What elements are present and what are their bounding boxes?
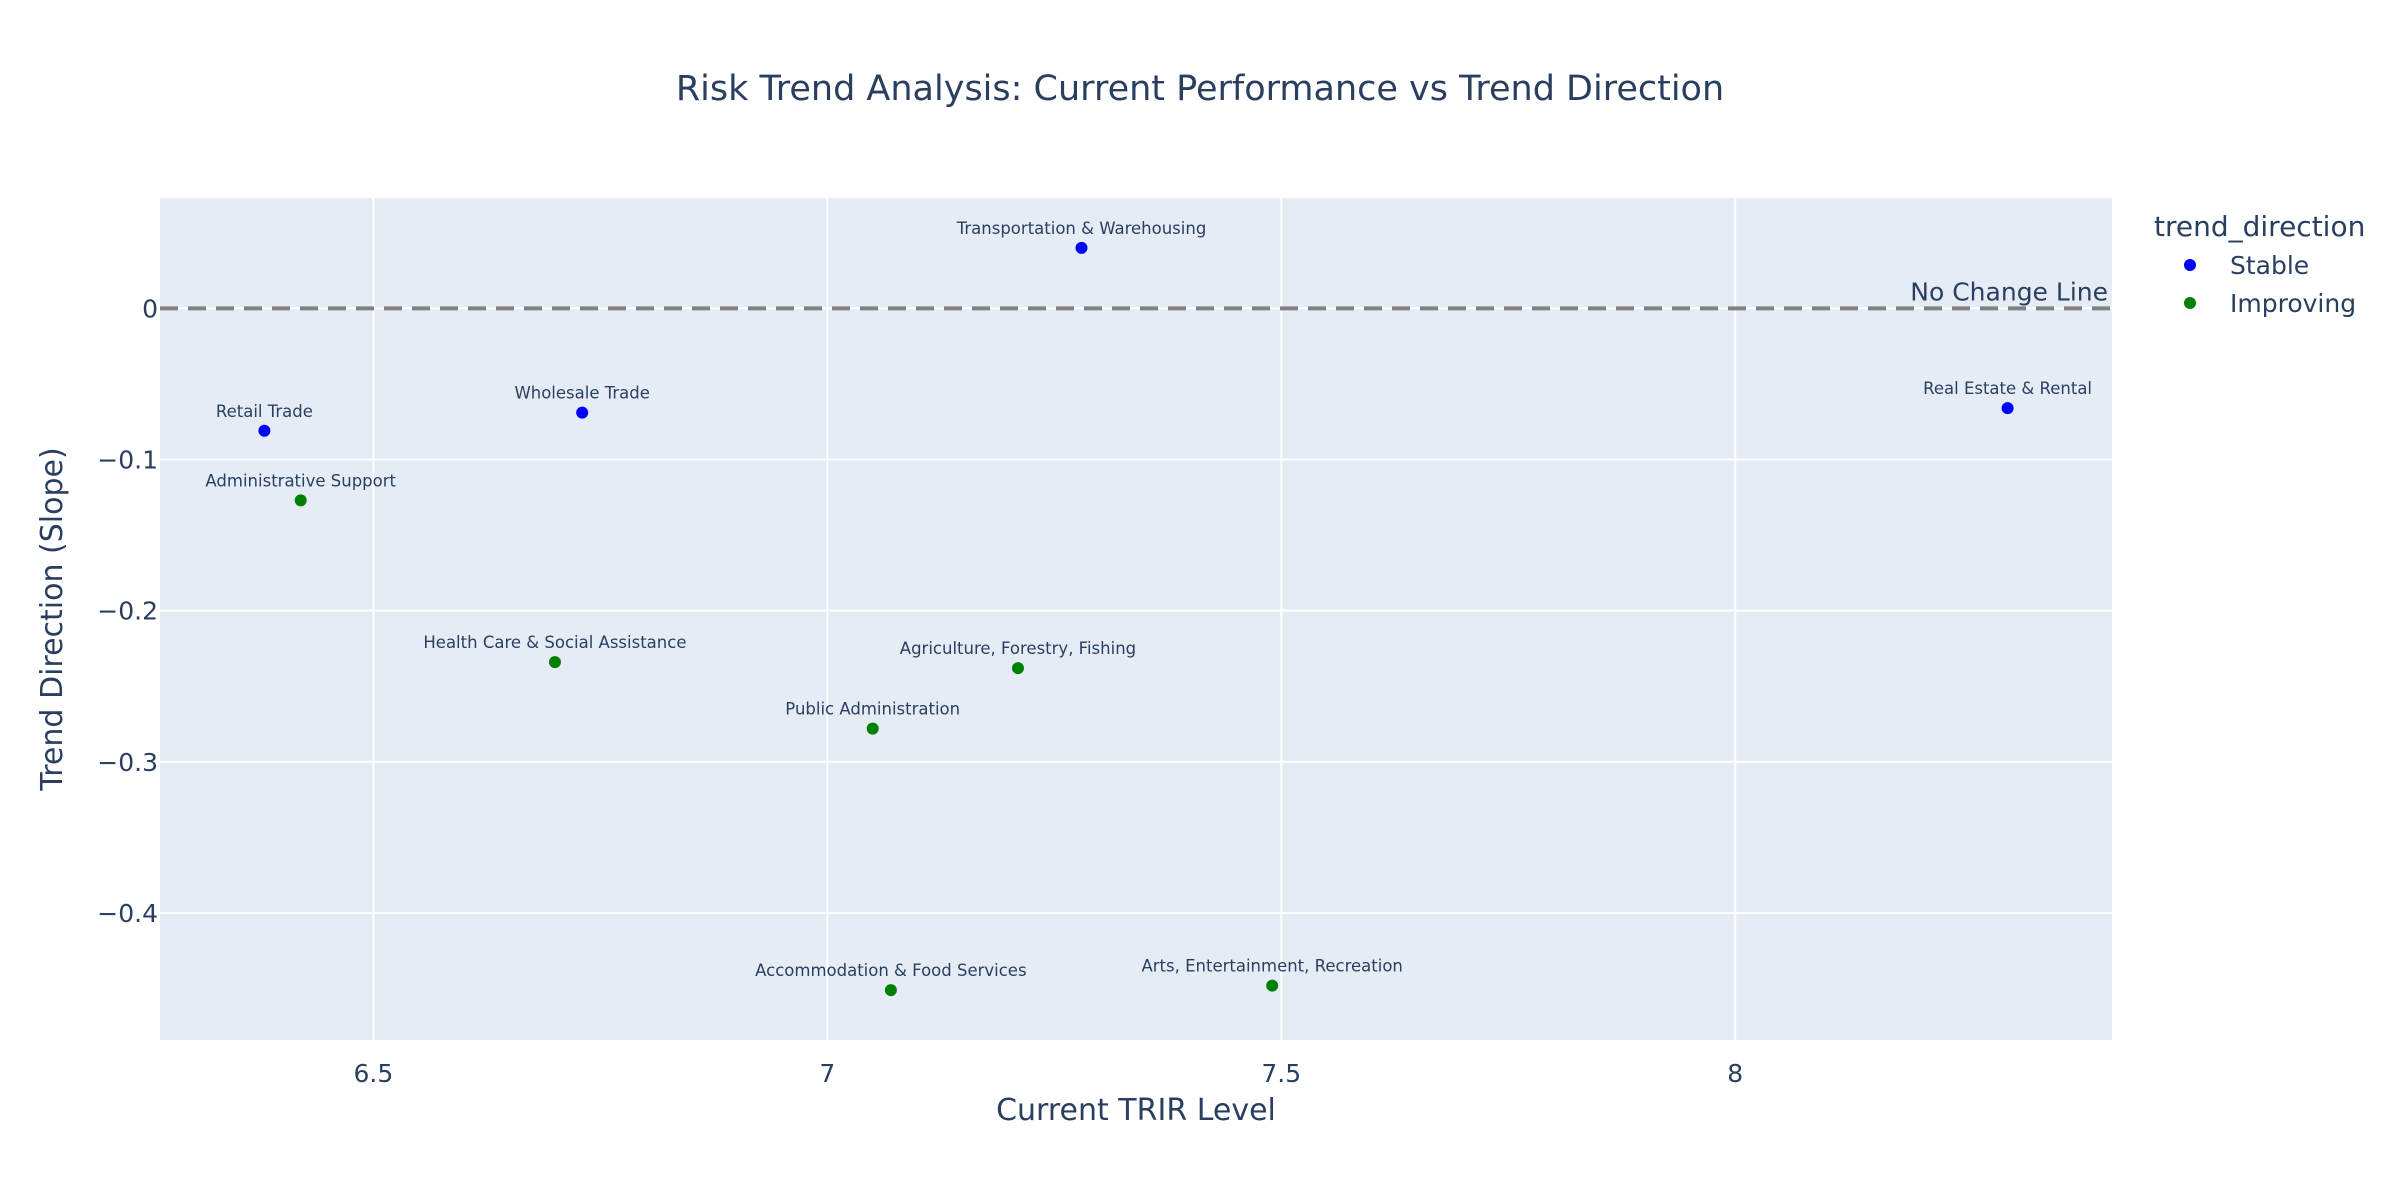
data-point[interactable] [1011, 662, 1024, 675]
point-label: Public Administration [785, 700, 960, 719]
x-tick-label: 7 [819, 1059, 835, 1088]
point-label: Wholesale Trade [514, 384, 649, 403]
data-point[interactable] [884, 984, 897, 997]
point-label: Real Estate & Rental [1923, 379, 2092, 398]
point-label: Health Care & Social Assistance [423, 633, 686, 652]
y-axis-title: Trend Direction (Slope) [35, 447, 70, 791]
point-label: Transportation & Warehousing [956, 219, 1207, 238]
chart-title: Risk Trend Analysis: Current Performance… [676, 69, 1724, 109]
data-point[interactable] [294, 494, 307, 507]
legend-label[interactable]: Improving [2230, 289, 2356, 318]
y-tick-label: −0.1 [97, 446, 158, 475]
data-point[interactable] [866, 722, 879, 735]
reference-line-label: No Change Line [1910, 277, 2108, 306]
legend[interactable]: trend_direction Stable Improving [2154, 210, 2365, 318]
x-tick-label: 8 [1727, 1059, 1743, 1088]
data-point[interactable] [2001, 402, 2014, 415]
data-point[interactable] [1075, 241, 1088, 254]
y-tick-label: −0.4 [97, 899, 158, 928]
y-tick-label: 0 [142, 294, 158, 323]
legend-marker[interactable] [2184, 259, 2196, 271]
point-label: Administrative Support [205, 471, 396, 490]
legend-label[interactable]: Stable [2230, 251, 2309, 280]
y-tick-label: −0.2 [97, 597, 158, 626]
x-axis-title: Current TRIR Level [996, 1093, 1276, 1128]
axis-ticks: 6.5 7 7.5 8 0 −0.1 −0.2 −0.3 −0.4 [97, 294, 1743, 1088]
data-points: Transportation & Warehousing Retail Trade… [205, 219, 2092, 997]
data-point[interactable] [548, 656, 561, 669]
point-label: Retail Trade [216, 402, 313, 421]
point-label: Agriculture, Forestry, Fishing [900, 639, 1136, 658]
legend-marker[interactable] [2184, 297, 2196, 309]
point-label: Arts, Entertainment, Recreation [1141, 957, 1402, 976]
data-point[interactable] [576, 406, 589, 419]
plot-area [160, 198, 2112, 1040]
point-label: Accommodation & Food Services [755, 961, 1026, 980]
no-change-reference: No Change Line [160, 277, 2112, 311]
x-tick-label: 7.5 [1261, 1059, 1301, 1088]
legend-title: trend_direction [2154, 210, 2365, 243]
x-tick-label: 6.5 [353, 1059, 393, 1088]
data-point[interactable] [258, 424, 271, 437]
y-tick-label: −0.3 [97, 748, 158, 777]
data-point[interactable] [1266, 979, 1279, 992]
